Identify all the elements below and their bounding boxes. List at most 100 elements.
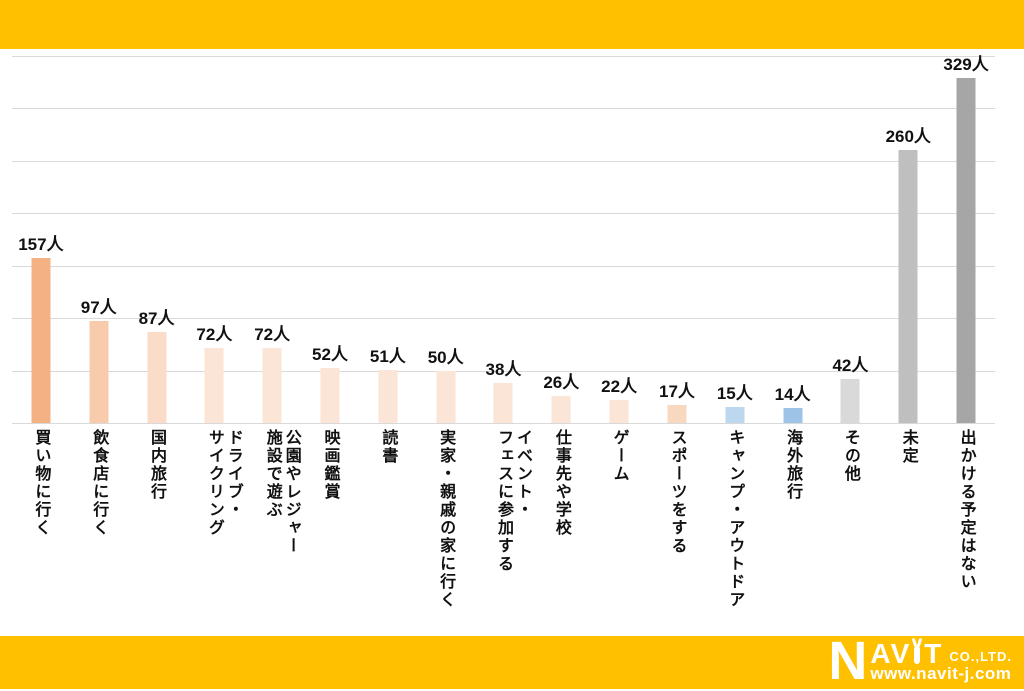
logo-right-block: AV T CO.,LTD. www.navit-j.com bbox=[870, 638, 1012, 683]
bar-category-label: 飲食店に行く bbox=[70, 429, 128, 537]
bar-category-label-text: 国内旅行 bbox=[148, 429, 166, 501]
bar-group: 97人飲食店に行く bbox=[70, 56, 128, 537]
bar-group: 42人その他 bbox=[822, 56, 880, 483]
bar-category-label: 映画鑑賞 bbox=[301, 429, 359, 501]
gridline bbox=[12, 213, 995, 215]
bar-group: 51人読書 bbox=[359, 56, 417, 465]
bar-category-label: ゲーム bbox=[590, 429, 648, 483]
bar-category-label-text: 読書 bbox=[379, 429, 397, 465]
bar-chart: 157人 買い物に行く 97人 飲食店に行く 87人 国内旅行 72人 ドライブ・ サイクリン… bbox=[12, 55, 995, 609]
bar bbox=[609, 399, 629, 423]
gridline bbox=[12, 370, 995, 372]
bar bbox=[493, 383, 513, 423]
bar bbox=[725, 407, 745, 423]
bar-value-label: 50人 bbox=[427, 347, 464, 367]
bar-value-label: 72人 bbox=[254, 324, 291, 344]
logo-letter-t: T bbox=[924, 638, 944, 669]
bar bbox=[667, 405, 687, 423]
logo-wordmark: AV T CO.,LTD. bbox=[870, 638, 1012, 669]
bar bbox=[204, 347, 224, 423]
footer-banner: N AV T CO.,LTD. www.navit-j.com bbox=[0, 631, 1024, 691]
bar-group: 17人 スポーツをする bbox=[648, 56, 706, 555]
bar-category-label-text: 飲食店に行く bbox=[90, 429, 108, 537]
bar-value-label: 14人 bbox=[774, 385, 811, 405]
bar bbox=[436, 370, 456, 423]
bar-value-label: 87人 bbox=[138, 308, 175, 328]
bar-category-label: 海外旅行 bbox=[764, 429, 822, 501]
gridline bbox=[12, 160, 995, 162]
gridline bbox=[12, 108, 995, 110]
bar-category-label-text: スポーツをする bbox=[668, 429, 686, 555]
bar-category-label-text: 公園やレジャー 施設で遊ぶ bbox=[263, 429, 300, 555]
bar-category-label: 国内旅行 bbox=[128, 429, 186, 501]
bar-group: 329人出かける予定はない bbox=[937, 55, 995, 591]
bar bbox=[898, 150, 918, 423]
rabbit-ears-i-icon bbox=[914, 646, 921, 664]
bar-value-label: 26人 bbox=[543, 372, 580, 392]
logo-letter-n: N bbox=[828, 631, 868, 691]
logo-company-suffix: CO.,LTD. bbox=[949, 649, 1012, 664]
bar-group: 157人買い物に行く bbox=[12, 56, 70, 537]
top-banner bbox=[0, 0, 1024, 49]
bar-category-label-text: 実家・親戚の家に行く bbox=[437, 429, 455, 609]
bar bbox=[956, 78, 976, 423]
gridline bbox=[12, 423, 995, 424]
bar bbox=[378, 369, 398, 423]
bar-group: 38人イベント・ フェスに参加する bbox=[475, 56, 533, 573]
bar-category-label-text: ドライブ・ サイクリング bbox=[205, 429, 242, 537]
bar-value-label: 51人 bbox=[369, 346, 406, 366]
bar bbox=[320, 368, 340, 423]
bar-category-label: キャンプ・アウトドア bbox=[706, 429, 764, 609]
bar-category-label-text: その他 bbox=[841, 429, 859, 483]
bar-group: 14人海外旅行 bbox=[764, 56, 822, 501]
bar-category-label-text: 出かける予定はない bbox=[957, 429, 975, 591]
bar-category-label: 仕事先や学校 bbox=[532, 429, 590, 537]
bar-category-label-text: キャンプ・アウトドア bbox=[726, 429, 744, 609]
bar-category-label: イベント・ フェスに参加する bbox=[475, 429, 533, 573]
bar-category-label-text: 未定 bbox=[899, 429, 917, 465]
gridline bbox=[12, 318, 995, 320]
bar bbox=[551, 395, 571, 423]
bar-value-label: 52人 bbox=[312, 345, 348, 365]
bar-category-label: 実家・親戚の家に行く bbox=[417, 429, 475, 609]
bar-value-label: 22人 bbox=[601, 376, 638, 396]
bar bbox=[840, 378, 860, 423]
bar-category-label-text: ゲーム bbox=[610, 429, 628, 483]
bar-value-label: 42人 bbox=[832, 355, 869, 375]
bar bbox=[31, 258, 51, 423]
bar-value-label: 72人 bbox=[196, 324, 233, 344]
bar-category-label-text: 買い物に行く bbox=[32, 429, 50, 537]
bar-category-label-text: 仕事先や学校 bbox=[552, 429, 570, 537]
bar-group: 22人ゲーム bbox=[590, 56, 648, 483]
bar-category-label: 読書 bbox=[359, 429, 417, 465]
bar-value-label: 38人 bbox=[485, 360, 522, 380]
bar bbox=[262, 347, 282, 423]
gridline bbox=[12, 265, 995, 267]
bar-value-label: 329人 bbox=[943, 55, 989, 75]
logo-letters-av: AV bbox=[870, 638, 912, 669]
bar-value-label: 97人 bbox=[80, 298, 117, 318]
logo-website-url: www.navit-j.com bbox=[870, 664, 1012, 683]
bar-value-label: 157人 bbox=[18, 235, 64, 255]
bar bbox=[89, 321, 109, 423]
bar-group: 50人実家・親戚の家に行く bbox=[417, 56, 475, 609]
bar-category-label: スポーツをする bbox=[648, 429, 706, 555]
bar-value-label: 15人 bbox=[716, 384, 753, 404]
bar-group: 72人公園やレジャー 施設で遊ぶ bbox=[243, 56, 301, 555]
bar bbox=[147, 331, 167, 423]
bar bbox=[783, 408, 803, 423]
bar-value-label: 260人 bbox=[885, 127, 931, 147]
bar-group: 72人ドライブ・ サイクリング bbox=[185, 56, 243, 537]
bar-group: 26人仕事先や学校 bbox=[532, 56, 590, 537]
bar-category-label: 未定 bbox=[879, 429, 937, 465]
bar-category-label-text: 映画鑑賞 bbox=[321, 429, 339, 501]
navit-logo: N AV T CO.,LTD. www.navit-j.com bbox=[828, 631, 1012, 691]
bar-group: 87人国内旅行 bbox=[128, 56, 186, 501]
bar-group: 52人映画鑑賞 bbox=[301, 56, 359, 501]
bar-group: 260人未定 bbox=[879, 56, 937, 465]
bar-category-label: 買い物に行く bbox=[12, 429, 70, 537]
bar-category-label: 出かける予定はない bbox=[937, 429, 995, 591]
bar-category-label: ドライブ・ サイクリング bbox=[185, 429, 243, 537]
gridline bbox=[12, 56, 995, 57]
bar-category-label-text: イベント・ フェスに参加する bbox=[494, 429, 531, 573]
